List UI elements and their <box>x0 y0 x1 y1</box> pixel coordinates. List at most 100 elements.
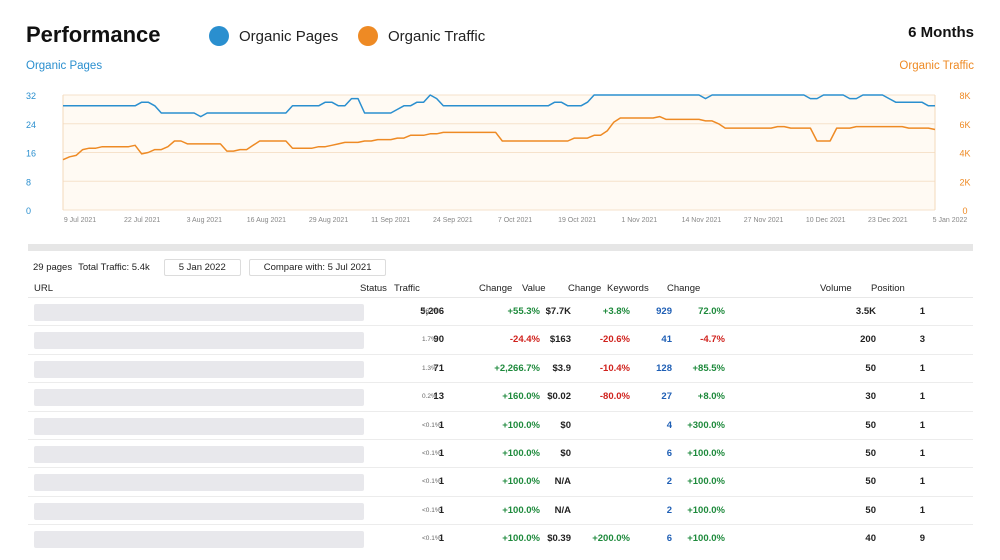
table-row[interactable]: 1 <0.1% +100.0% $0 6 +100.0% 50 1 <box>28 440 973 469</box>
y-left-tick-label: 0 <box>26 206 31 216</box>
traffic-value-usd: $7.7K <box>545 306 571 317</box>
keywords-change: +100.0% <box>687 533 725 545</box>
table-row[interactable]: 71 1.3% +2,266.7% $3.9 -10.4% 128 +85.5% 50 1 <box>28 355 973 384</box>
page-title: Performance <box>26 22 161 47</box>
keywords-count[interactable]: 4 <box>666 419 672 431</box>
traffic-value-usd: $0.39 <box>547 533 571 545</box>
x-tick-label: 22 Jul 2021 <box>124 217 160 224</box>
position-value: 1 <box>919 391 925 403</box>
position-value: 1 <box>919 447 925 459</box>
traffic-value-usd: $0.02 <box>547 391 571 403</box>
position-value: 9 <box>919 533 925 545</box>
legend-organic-pages[interactable]: Organic Pages <box>209 26 338 46</box>
col-status[interactable]: Status <box>360 283 387 294</box>
compare-date-picker[interactable]: Compare with: 5 Jul 2021 <box>248 258 387 276</box>
keywords-count[interactable]: 929 <box>656 306 672 317</box>
value-change: +200.0% <box>592 533 630 545</box>
date-picker[interactable]: 5 Jan 2022 <box>163 258 241 276</box>
col-change-traffic[interactable]: Change <box>479 283 513 294</box>
table-row[interactable]: 1 <0.1% +100.0% N/A 2 +100.0% 50 1 <box>28 468 973 497</box>
keywords-count[interactable]: 2 <box>666 504 672 516</box>
col-position[interactable]: Position <box>871 283 905 294</box>
traffic-value-usd: $0 <box>560 419 571 431</box>
search-volume: 50 <box>865 447 876 459</box>
col-keywords[interactable]: Keywords <box>607 283 649 294</box>
url-placeholder[interactable] <box>34 389 364 407</box>
performance-chart[interactable]: 0 8 16 24 32 0 2K 4K 6K 8K 9 Jul 2021 22 Jul 2021 3 … <box>20 90 980 230</box>
chart-scroll-bar[interactable] <box>28 244 973 251</box>
traffic-share: <0.1% <box>422 535 441 543</box>
url-placeholder[interactable] <box>34 332 364 350</box>
value-change: +3.8% <box>602 306 630 317</box>
traffic-value-usd: $163 <box>549 334 571 346</box>
col-value[interactable]: Value <box>522 283 546 294</box>
traffic-share: <0.1% <box>422 449 441 457</box>
keywords-count[interactable]: 41 <box>661 334 672 346</box>
x-tick-label: 11 Sep 2021 <box>371 217 410 224</box>
col-change-keywords[interactable]: Change <box>667 283 701 294</box>
keywords-change: +100.0% <box>687 504 725 516</box>
keywords-count[interactable]: 6 <box>666 533 672 545</box>
table-header: URL Status Traffic Change Value Change K… <box>28 280 973 298</box>
legend-label-organic-traffic: Organic Traffic <box>388 27 486 45</box>
search-volume: 50 <box>865 362 876 374</box>
traffic-value-usd: N/A <box>554 476 571 488</box>
table-row[interactable]: 13 0.2% +160.0% $0.02 -80.0% 27 +8.0% 30 1 <box>28 383 973 412</box>
search-volume: 40 <box>865 533 876 545</box>
keywords-count[interactable]: 27 <box>661 391 672 403</box>
y-left-tick-label: 24 <box>26 120 36 130</box>
traffic-change: +160.0% <box>502 391 540 403</box>
y-left-tick-label: 8 <box>26 177 31 187</box>
table-row[interactable]: 1 <0.1% +100.0% $0 4 +300.0% 50 1 <box>28 412 973 440</box>
position-value: 3 <box>919 334 925 346</box>
pages-count: 29 pages <box>33 261 73 273</box>
search-volume: 200 <box>860 334 876 346</box>
legend-organic-traffic[interactable]: Organic Traffic <box>358 26 485 46</box>
performance-header: Performance Organic Pages Organic Traffi… <box>26 20 976 54</box>
col-change-value[interactable]: Change <box>568 283 602 294</box>
x-tick-label: 7 Oct 2021 <box>498 217 532 224</box>
url-placeholder[interactable] <box>34 531 364 549</box>
legend-label-organic-pages: Organic Pages <box>239 27 339 45</box>
traffic-change: +100.0% <box>502 419 540 431</box>
url-placeholder[interactable] <box>34 304 364 321</box>
table-row[interactable]: 5,206 96.7% +55.3% $7.7K +3.8% 929 72.0% 3.5K 1 <box>28 298 973 327</box>
traffic-change: +55.3% <box>507 306 541 317</box>
x-tick-label: 10 Dec 2021 <box>806 217 846 224</box>
table-row[interactable]: 1 <0.1% +100.0% $0.39 +200.0% 6 +100.0% 40 9 <box>28 525 973 553</box>
traffic-change: +100.0% <box>502 504 540 516</box>
keywords-change: +100.0% <box>687 476 725 488</box>
col-url[interactable]: URL <box>34 283 54 294</box>
col-traffic[interactable]: Traffic <box>394 283 420 294</box>
col-volume[interactable]: Volume <box>820 283 852 294</box>
keywords-count[interactable]: 2 <box>666 476 672 488</box>
traffic-share: 96.7% <box>422 308 441 315</box>
legend-dot-organic-pages <box>209 26 229 46</box>
x-tick-label: 5 Jan 2022 <box>933 217 968 224</box>
y-right-tick-label: 8K <box>959 91 970 101</box>
keywords-change: +100.0% <box>687 447 725 459</box>
left-axis-title: Organic Pages <box>26 60 103 72</box>
x-tick-label: 3 Aug 2021 <box>187 217 223 224</box>
legend-dot-organic-traffic <box>358 26 378 46</box>
table-row[interactable]: 90 1.7% -24.4% $163 -20.6% 41 -4.7% 200 3 <box>28 326 973 355</box>
traffic-share: <0.1% <box>422 506 441 514</box>
url-placeholder[interactable] <box>34 445 364 463</box>
x-tick-label: 23 Dec 2021 <box>868 217 908 224</box>
position-value: 1 <box>919 419 925 431</box>
period-selector[interactable]: 6 Months <box>908 24 974 41</box>
url-placeholder[interactable] <box>34 417 364 435</box>
traffic-change: +100.0% <box>502 533 540 545</box>
traffic-share: 1.7% <box>422 336 437 344</box>
x-tick-label: 24 Sep 2021 <box>433 217 473 224</box>
keywords-count[interactable]: 128 <box>656 362 672 374</box>
keywords-count[interactable]: 6 <box>666 447 672 459</box>
url-placeholder[interactable] <box>34 502 364 520</box>
traffic-value: 71 <box>433 362 444 374</box>
traffic-share: <0.1% <box>422 421 441 429</box>
traffic-change: +100.0% <box>502 476 540 488</box>
table-row[interactable]: 1 <0.1% +100.0% N/A 2 +100.0% 50 1 <box>28 497 973 526</box>
x-tick-label: 16 Aug 2021 <box>247 217 286 224</box>
url-placeholder[interactable] <box>34 360 364 378</box>
url-placeholder[interactable] <box>34 474 364 492</box>
